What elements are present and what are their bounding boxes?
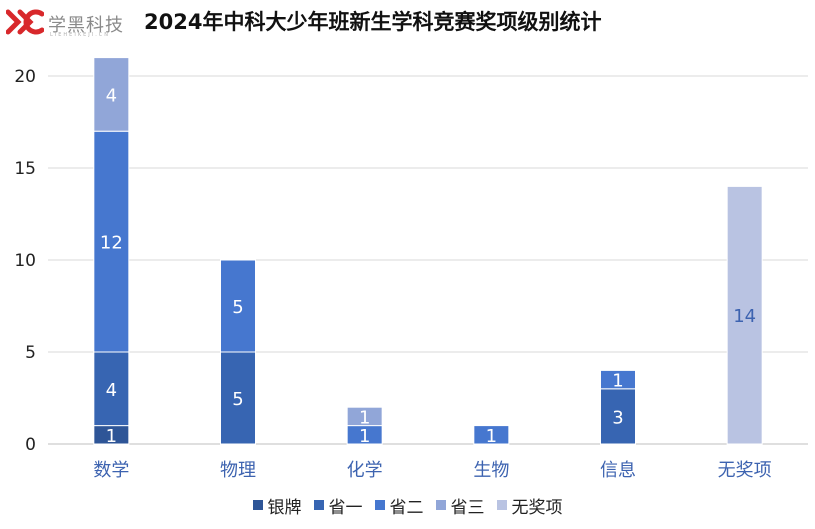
y-tick-label: 20 <box>14 67 36 87</box>
data-label: 12 <box>100 233 123 254</box>
data-label: 1 <box>612 371 623 392</box>
data-label: 3 <box>612 407 623 428</box>
y-tick-label: 0 <box>25 435 36 455</box>
bar-segment <box>220 259 256 353</box>
data-label: 4 <box>106 380 117 401</box>
logo-subtext: LIEHEIKEJI.CN <box>50 32 111 38</box>
legend-label: 银牌 <box>267 497 302 518</box>
bar-segment <box>93 351 130 427</box>
x-category-label: 物理 <box>220 460 256 481</box>
data-label: 1 <box>486 426 497 447</box>
data-label: 5 <box>232 389 243 410</box>
data-label: 1 <box>106 426 117 447</box>
legend-label: 省一 <box>328 497 363 518</box>
bar-segment <box>600 369 636 390</box>
legend-swatch <box>374 500 385 510</box>
data-label: 4 <box>106 85 117 106</box>
bar-segment <box>220 351 256 445</box>
y-tick-label: 10 <box>14 251 36 271</box>
data-label: 14 <box>733 306 756 327</box>
legend-item: 省三 <box>435 493 485 518</box>
bar-segment <box>346 406 383 427</box>
legend-swatch <box>496 500 507 510</box>
legend-item: 省二 <box>374 493 424 518</box>
logo-text: 学黑科技 <box>48 15 124 36</box>
logo-mark-icon <box>6 9 44 35</box>
data-label: 1 <box>359 407 370 428</box>
legend-swatch <box>313 500 324 510</box>
bar-segment <box>473 425 510 445</box>
legend-label: 省二 <box>389 497 424 518</box>
x-category-label: 信息 <box>600 460 636 481</box>
x-category-label: 无奖项 <box>718 460 772 481</box>
bar-segment <box>726 185 763 445</box>
legend-item: 银牌 <box>252 493 302 518</box>
legend-item: 无奖项 <box>496 493 563 518</box>
brand-logo: 学黑科技 LIEHEIKEJI.CN <box>6 8 146 38</box>
x-category-label: 生物 <box>473 460 509 481</box>
chart-legend: 银牌 省一 省二 省三 无奖项 <box>0 492 815 518</box>
y-tick-label: 5 <box>25 343 36 363</box>
chart-header: 学黑科技 LIEHEIKEJI.CN 2024年中科大少年班新生学科竞赛奖项级别… <box>0 0 815 44</box>
legend-swatch <box>252 500 263 510</box>
legend-item: 省一 <box>313 493 363 518</box>
legend-swatch <box>435 500 446 510</box>
data-label: 5 <box>232 297 243 318</box>
y-tick-label: 15 <box>14 159 36 179</box>
x-category-label: 数学 <box>93 460 129 481</box>
bar-segment <box>93 57 130 132</box>
data-label: 1 <box>359 426 370 447</box>
legend-label: 省三 <box>450 497 485 518</box>
legend-label: 无奖项 <box>511 497 563 518</box>
x-category-label: 化学 <box>347 460 383 481</box>
bar-segment <box>93 130 130 353</box>
chart-title: 2024年中科大少年班新生学科竞赛奖项级别统计 <box>144 10 602 34</box>
